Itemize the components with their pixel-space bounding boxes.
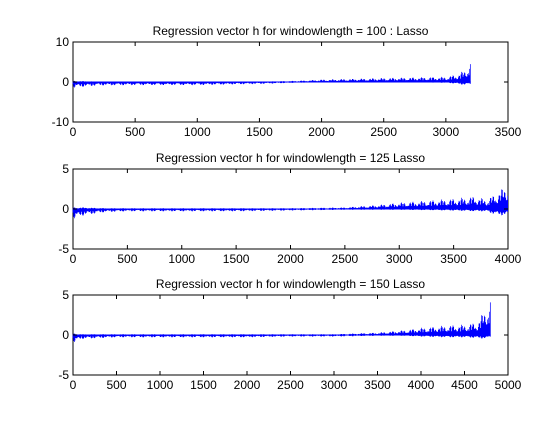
data-series — [72, 302, 491, 342]
x-tick-label: 0 — [70, 125, 77, 139]
subplot-title: Regression vector h for windowlength = 1… — [156, 277, 425, 291]
y-tick-label: -10 — [52, 115, 70, 129]
data-series — [72, 189, 509, 219]
x-tick-label: 1500 — [246, 125, 273, 139]
x-tick-label: 2500 — [277, 378, 304, 392]
x-tick-label: 1000 — [147, 378, 174, 392]
x-tick-label: 500 — [106, 378, 126, 392]
x-tick-label: 3000 — [321, 378, 348, 392]
data-series — [72, 64, 471, 88]
x-tick-label: 500 — [117, 252, 137, 266]
y-tick-label: 10 — [56, 35, 70, 49]
subplot-title: Regression vector h for windowlength = 1… — [156, 151, 425, 165]
y-tick-label: 5 — [62, 288, 69, 302]
y-tick-label: 0 — [62, 75, 69, 89]
x-tick-label: 0 — [70, 252, 77, 266]
x-tick-label: 1500 — [190, 378, 217, 392]
x-tick-label: 2500 — [332, 252, 359, 266]
subplot-2: Regression vector h for windowlength = 1… — [58, 151, 521, 266]
subplot-title: Regression vector h for windowlength = 1… — [153, 24, 429, 38]
x-tick-label: 4000 — [408, 378, 435, 392]
x-tick-label: 3500 — [495, 125, 522, 139]
y-tick-label: -5 — [58, 368, 69, 382]
subplot-3: Regression vector h for windowlength = 1… — [58, 277, 521, 392]
x-tick-label: 3500 — [440, 252, 467, 266]
x-tick-label: 1000 — [184, 125, 211, 139]
x-tick-label: 4000 — [495, 252, 522, 266]
x-tick-label: 4500 — [451, 378, 478, 392]
x-tick-label: 1500 — [223, 252, 250, 266]
x-tick-label: 2000 — [308, 125, 335, 139]
subplot-1: Regression vector h for windowlength = 1… — [52, 24, 522, 139]
y-tick-label: 0 — [62, 202, 69, 216]
x-tick-label: 0 — [70, 378, 77, 392]
x-tick-label: 3500 — [364, 378, 391, 392]
x-tick-label: 5000 — [495, 378, 522, 392]
y-tick-label: 0 — [62, 328, 69, 342]
x-tick-label: 2000 — [234, 378, 261, 392]
x-tick-label: 2500 — [370, 125, 397, 139]
x-tick-label: 2000 — [277, 252, 304, 266]
y-tick-label: -5 — [58, 242, 69, 256]
x-tick-label: 3000 — [433, 125, 460, 139]
x-tick-label: 500 — [125, 125, 145, 139]
y-tick-label: 5 — [62, 162, 69, 176]
x-tick-label: 1000 — [168, 252, 195, 266]
x-tick-label: 3000 — [386, 252, 413, 266]
